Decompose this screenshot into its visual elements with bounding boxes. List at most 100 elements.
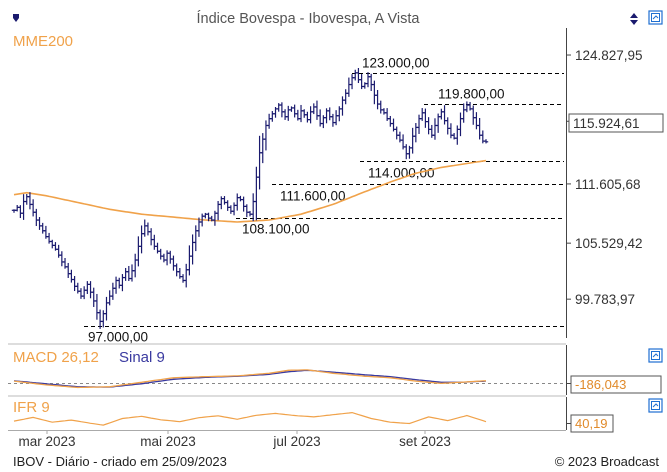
- ohlc-bar: [174, 263, 179, 277]
- ohlc-bar: [474, 112, 479, 130]
- x-tick-label: mai 2023: [140, 434, 196, 449]
- ohlc-bar: [260, 133, 265, 164]
- ohlc-bar: [276, 103, 281, 112]
- price-y-axis: 124.827,95118.031,81111.605,68105.529,42…: [566, 48, 643, 307]
- ohlc-bar: [193, 225, 198, 252]
- ohlc-bar: [442, 105, 447, 125]
- ohlc-bar: [292, 104, 297, 118]
- ohlc-bar: [381, 108, 387, 115]
- ohlc-bar: [404, 144, 409, 160]
- ohlc-bar: [231, 202, 237, 216]
- ohlc-bar: [298, 104, 304, 123]
- ohlc-bar: [136, 236, 141, 267]
- ohlc-bar: [327, 107, 332, 121]
- last-price-box: 115.924,61: [568, 113, 664, 133]
- ohlc-bar: [59, 251, 65, 267]
- y-tick-label: 105.529,42: [575, 236, 643, 251]
- ohlc-bar: [34, 208, 39, 227]
- ohlc-bar: [187, 245, 192, 276]
- ohlc-bar: [455, 125, 460, 145]
- ohlc-bar: [394, 126, 399, 140]
- ohlc-bar: [91, 287, 96, 307]
- footer-left-text: IBOV - Diário - criado em 25/09/2023: [13, 454, 227, 469]
- ohlc-bar: [448, 123, 454, 139]
- ohlc-bar: [244, 204, 250, 218]
- mme200-line: [13, 159, 487, 223]
- ohlc-bar: [279, 102, 285, 118]
- signal-legend-label: Sinal 9: [119, 349, 165, 366]
- ifr-legend-label: IFR 9: [13, 399, 50, 416]
- ifr-panel-settings-icon[interactable]: [648, 398, 663, 413]
- ohlc-bar: [477, 118, 482, 140]
- ohlc-bar: [349, 74, 355, 90]
- ohlc-bar: [445, 117, 450, 135]
- ohlc-bar: [142, 219, 147, 237]
- ohlc-bar: [308, 106, 313, 124]
- ohlc-bar: [429, 124, 434, 138]
- ohlc-bar: [340, 96, 345, 116]
- ohlc-bar: [120, 274, 125, 292]
- ohlc-bar: [365, 72, 371, 88]
- ohlc-bar: [375, 90, 380, 110]
- mme200-legend-label: MME200: [13, 33, 73, 50]
- ohlc-bar: [461, 103, 466, 123]
- ohlc-bar: [372, 80, 377, 105]
- ohlc-bar: [416, 114, 422, 134]
- macd-panel-settings-icon[interactable]: [648, 348, 663, 363]
- ohlc-bar: [413, 123, 419, 143]
- ohlc-bar: [18, 205, 23, 219]
- ohlc-bar: [439, 108, 444, 120]
- ohlc-bar: [78, 288, 84, 299]
- ohlc-bar: [368, 73, 374, 91]
- ohlc-bar: [225, 200, 230, 211]
- ohlc-bar: [81, 286, 87, 300]
- ifr-last-value-box: 40,19: [566, 414, 614, 433]
- ohlc-bar: [238, 195, 243, 202]
- ohlc-bar: [333, 110, 339, 126]
- ohlc-bar: [139, 225, 144, 254]
- macd-last-value-box: -186,043: [566, 375, 662, 394]
- ohlc-bar: [24, 194, 29, 205]
- ohlc-bar: [21, 194, 26, 220]
- ohlc-bar: [40, 222, 45, 234]
- scroll-arrows-icon[interactable]: [630, 13, 638, 25]
- support-resistance-levels: 123.000,00 119.800,00 114.000,00 111.600,00…: [84, 56, 564, 345]
- ohlc-bar: [471, 105, 476, 125]
- ohlc-bar: [343, 89, 348, 105]
- top-left-marker-icon: [13, 14, 19, 22]
- ohlc-bar: [250, 193, 256, 222]
- x-tick-label: set 2023: [399, 434, 451, 449]
- ohlc-bar: [235, 193, 240, 211]
- ohlc-bar: [190, 234, 195, 265]
- last-price-label: 115.924,61: [573, 116, 640, 131]
- signal-line: [13, 369, 487, 388]
- y-tick-label: 111.605,68: [575, 177, 641, 192]
- ohlc-bar: [164, 250, 170, 266]
- ohlc-bar: [289, 106, 294, 112]
- level-label: 123.000,00: [362, 56, 430, 71]
- ohlc-bar: [110, 282, 116, 300]
- chart-title: Índice Bovespa - Ibovespa, A Vista: [196, 10, 420, 27]
- ohlc-bar: [388, 115, 393, 127]
- ifr-last-value-label: 40,19: [575, 416, 608, 431]
- ohlc-bar: [432, 118, 438, 140]
- ohlc-bar: [282, 109, 288, 120]
- ohlc-bar: [378, 100, 383, 114]
- ohlc-bar: [286, 105, 291, 121]
- ohlc-bar: [168, 250, 173, 264]
- ohlc-bar: [356, 68, 361, 84]
- ohlc-bar: [66, 262, 71, 278]
- macd-legend-label: MACD 26,12: [13, 349, 99, 366]
- ohlc-bar: [85, 281, 90, 294]
- ohlc-bar: [254, 166, 259, 221]
- ohlc-bar: [27, 192, 33, 210]
- price-panel-settings-icon[interactable]: [648, 10, 663, 25]
- ohlc-bar: [72, 276, 77, 292]
- level-label: 108.100,00: [242, 222, 310, 237]
- ohlc-bar: [302, 109, 307, 118]
- ohlc-bar: [257, 135, 262, 190]
- ohlc-bar: [420, 108, 425, 121]
- ohlc-bar: [117, 277, 122, 289]
- ohlc-bar: [241, 196, 246, 212]
- y-tick-label: 124.827,95: [575, 48, 643, 63]
